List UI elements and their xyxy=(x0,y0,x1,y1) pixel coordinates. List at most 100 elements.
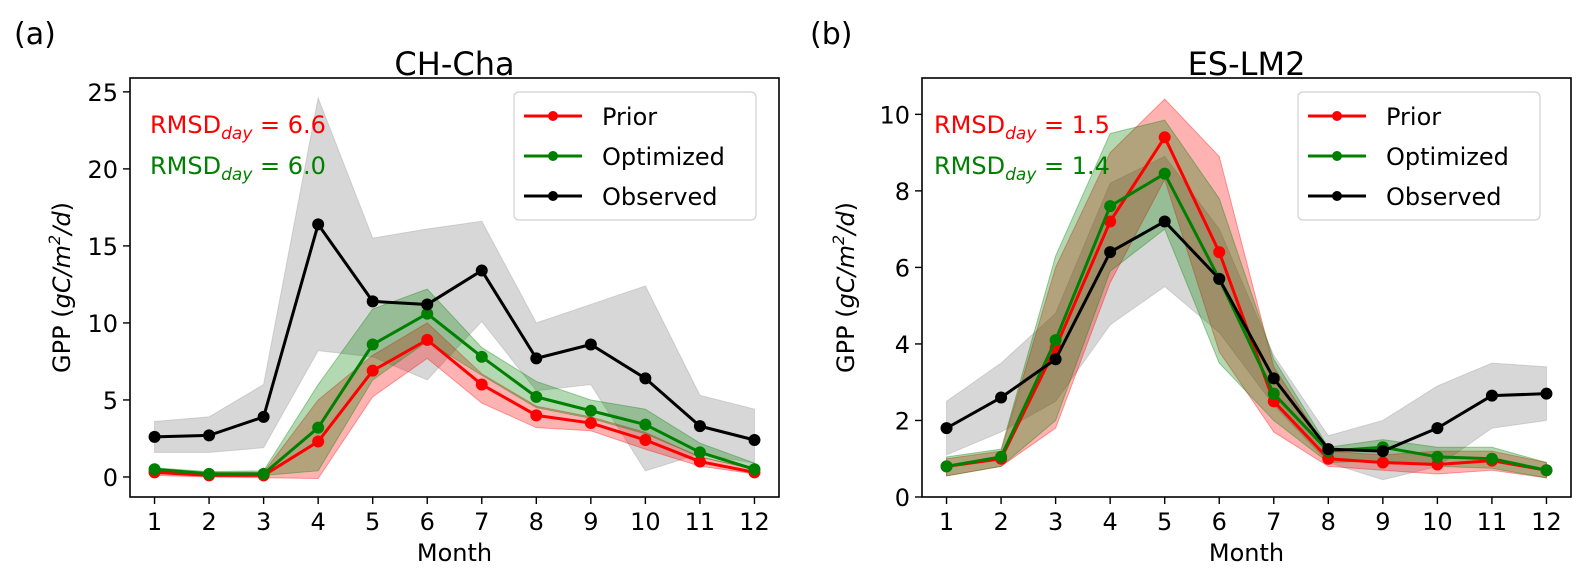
point-observed xyxy=(1213,272,1226,285)
point-optimized xyxy=(1485,452,1498,465)
x-tick-label: 9 xyxy=(583,508,598,536)
x-tick-label: 8 xyxy=(529,508,544,536)
point-observed xyxy=(312,218,325,231)
point-prior xyxy=(693,455,706,468)
point-optimized xyxy=(639,418,652,431)
point-prior xyxy=(1376,456,1389,469)
legend-label: Observed xyxy=(1386,183,1501,211)
point-optimized xyxy=(421,307,434,320)
legend-marker-optimized xyxy=(548,151,558,161)
point-observed xyxy=(1431,422,1444,435)
point-prior xyxy=(312,435,325,448)
x-tick-label: 5 xyxy=(365,508,380,536)
x-axis-label: Month xyxy=(1209,539,1284,567)
x-tick-label: 10 xyxy=(630,508,661,536)
point-prior xyxy=(1158,131,1171,144)
legend-label: Optimized xyxy=(1386,143,1509,171)
point-observed xyxy=(257,410,270,423)
band-optimized xyxy=(946,119,1547,479)
point-observed xyxy=(203,429,216,442)
point-observed xyxy=(530,352,543,365)
x-tick-label: 11 xyxy=(1477,508,1508,536)
point-observed xyxy=(1322,443,1335,456)
x-tick-label: 1 xyxy=(147,508,162,536)
x-tick-label: 2 xyxy=(993,508,1008,536)
x-tick-label: 12 xyxy=(1531,508,1562,536)
x-tick-label: 3 xyxy=(1048,508,1063,536)
point-observed xyxy=(1104,246,1117,259)
point-observed xyxy=(475,264,488,277)
x-tick-label: 7 xyxy=(474,508,489,536)
point-optimized xyxy=(1267,387,1280,400)
x-tick-label: 6 xyxy=(1212,508,1227,536)
y-axis-label: GPP (gC/m2/d) xyxy=(829,202,860,373)
line-prior xyxy=(154,338,755,477)
legend: Prior Optimized Observed xyxy=(513,91,757,221)
point-optimized xyxy=(1158,167,1171,180)
band-observed xyxy=(154,96,755,472)
chart-title: CH-Cha xyxy=(394,45,514,83)
y-tick-label: 2 xyxy=(895,407,910,435)
legend-marker-prior xyxy=(548,111,558,121)
x-tick-label: 10 xyxy=(1422,508,1453,536)
x-tick-label: 6 xyxy=(420,508,435,536)
legend-marker-observed xyxy=(1332,191,1342,201)
y-tick-label: 15 xyxy=(87,233,118,261)
x-tick-label: 11 xyxy=(685,508,716,536)
legend-marker-prior xyxy=(1332,111,1342,121)
point-observed xyxy=(995,391,1008,404)
point-prior xyxy=(530,409,543,422)
point-optimized xyxy=(203,467,216,480)
point-optimized xyxy=(312,421,325,434)
point-observed xyxy=(148,430,161,443)
point-optimized xyxy=(475,350,488,363)
point-prior xyxy=(639,434,652,447)
legend-marker-optimized xyxy=(1332,151,1342,161)
x-tick-label: 7 xyxy=(1266,508,1281,536)
point-observed xyxy=(940,422,953,435)
point-observed xyxy=(1158,215,1171,228)
line-observed xyxy=(154,222,755,442)
y-tick-label: 0 xyxy=(895,484,910,512)
point-prior xyxy=(475,378,488,391)
panel-label: (b) xyxy=(810,17,852,52)
legend-box xyxy=(1297,91,1541,221)
band-prior xyxy=(946,98,1547,479)
point-prior xyxy=(1104,215,1117,228)
line-observed xyxy=(945,219,1547,453)
panel-label: (a) xyxy=(14,17,56,52)
x-tick-label: 9 xyxy=(1375,508,1390,536)
point-observed xyxy=(584,338,597,351)
x-tick-label: 5 xyxy=(1157,508,1172,536)
line-optimized xyxy=(946,172,1547,472)
point-optimized xyxy=(940,460,953,473)
x-tick-label: 1 xyxy=(939,508,954,536)
y-tick-label: 10 xyxy=(879,101,910,129)
point-prior xyxy=(584,417,597,430)
x-tick-label: 2 xyxy=(201,508,216,536)
x-axis-label: Month xyxy=(417,539,492,567)
rmsd-annotation: RMSDday = 6.0 xyxy=(150,152,326,185)
point-observed xyxy=(1049,353,1062,366)
point-optimized xyxy=(1104,200,1117,213)
point-optimized xyxy=(995,450,1008,463)
x-tick-label: 3 xyxy=(256,508,271,536)
point-prior xyxy=(421,333,434,346)
y-tick-label: 8 xyxy=(895,178,910,206)
point-optimized xyxy=(366,338,379,351)
point-observed xyxy=(1376,445,1389,458)
legend-label: Prior xyxy=(602,103,657,131)
y-tick-label: 6 xyxy=(895,254,910,282)
point-observed xyxy=(1267,372,1280,385)
rmsd-annotation: RMSDday = 6.6 xyxy=(150,111,326,144)
point-observed xyxy=(366,295,379,308)
line-optimized xyxy=(154,312,755,476)
y-tick-label: 0 xyxy=(103,464,118,492)
x-tick-label: 4 xyxy=(1103,508,1118,536)
y-tick-label: 20 xyxy=(87,156,118,184)
point-observed xyxy=(693,420,706,433)
legend-box xyxy=(513,91,757,221)
legend-label: Optimized xyxy=(602,143,725,171)
